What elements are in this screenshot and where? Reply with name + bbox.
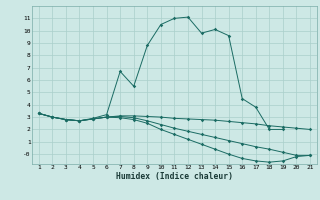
X-axis label: Humidex (Indice chaleur): Humidex (Indice chaleur) xyxy=(116,172,233,181)
